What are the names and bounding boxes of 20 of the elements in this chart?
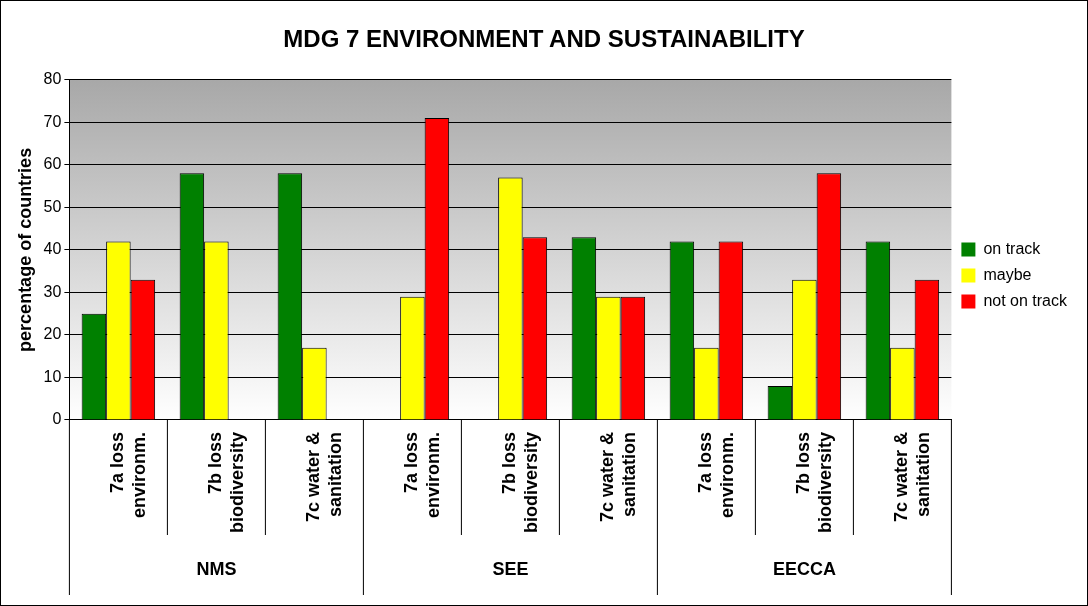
legend-label: on track bbox=[983, 239, 1042, 257]
y-tick-label: 0 bbox=[52, 410, 62, 428]
y-tick-label: 70 bbox=[43, 112, 62, 130]
x-tick-label: 7a loss environm. bbox=[401, 431, 443, 518]
y-tick-label: 20 bbox=[43, 325, 62, 343]
x-tick-label: 7a loss environm. bbox=[107, 431, 149, 518]
text: EECCA bbox=[772, 558, 836, 579]
y-tick-label: 80 bbox=[43, 70, 62, 88]
y-tick-label: 10 bbox=[43, 367, 62, 385]
y-tick-label: 30 bbox=[43, 282, 62, 300]
text: SEE bbox=[492, 558, 529, 579]
y-tick-label: 60 bbox=[43, 155, 62, 173]
text: NMS bbox=[196, 558, 237, 579]
y-tick-label: 50 bbox=[43, 197, 62, 215]
y-tick-label: 40 bbox=[43, 240, 62, 258]
legend-label: maybe bbox=[983, 265, 1032, 283]
x-tick-label: 7a loss environm. bbox=[695, 431, 737, 518]
y-axis-title: percentage of countries bbox=[14, 147, 35, 352]
chart-title: MDG 7 ENVIRONMENT AND SUSTAINABILITY bbox=[283, 25, 805, 53]
legend-label: not on track bbox=[983, 291, 1068, 309]
